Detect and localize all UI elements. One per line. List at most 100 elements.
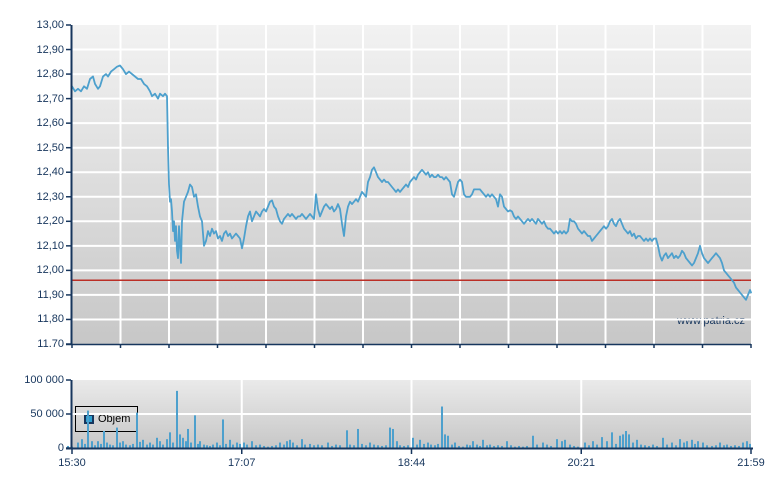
volume-bar xyxy=(187,428,189,448)
time-tick-label: 15:30 xyxy=(58,457,86,469)
volume-bar xyxy=(339,445,341,448)
volume-bar xyxy=(182,437,184,448)
volume-bar xyxy=(327,442,329,448)
volume-bar xyxy=(423,443,425,448)
volume-bar xyxy=(203,444,205,448)
volume-bar xyxy=(373,444,375,448)
price-y-tick-label: 12,70 xyxy=(36,92,64,105)
price-y-tick-label: 12,40 xyxy=(36,166,64,179)
volume-bar xyxy=(185,441,187,448)
volume-bar xyxy=(87,410,89,448)
price-y-tick-label: 11,90 xyxy=(37,288,64,301)
volume-bar xyxy=(636,439,638,448)
volume-bar xyxy=(730,445,732,448)
volume-bar xyxy=(304,444,306,448)
time-tick-label: 20:21 xyxy=(567,457,596,469)
volume-bar xyxy=(132,443,134,448)
volume-bar xyxy=(441,406,443,448)
volume-bar xyxy=(67,445,69,448)
price-y-tick-label: 12,60 xyxy=(36,117,64,130)
volume-bar xyxy=(407,445,409,448)
volume-bar xyxy=(301,439,303,448)
volume-bar xyxy=(723,445,725,448)
time-tick-label: 17:07 xyxy=(227,457,256,469)
volume-bar xyxy=(216,442,218,448)
volume-bar xyxy=(199,441,201,448)
volume-bar xyxy=(349,444,351,448)
volume-bar xyxy=(719,442,721,448)
volume-bar xyxy=(296,445,298,448)
volume-bar xyxy=(166,439,168,448)
volume-bar xyxy=(313,445,315,448)
volume-bar xyxy=(194,415,196,448)
volume-bar xyxy=(622,434,624,448)
volume-bar xyxy=(129,445,131,448)
volume-bar xyxy=(209,445,211,448)
volume-bar xyxy=(447,435,449,448)
volume-bar xyxy=(103,431,105,448)
price-y-tick-label: 12,20 xyxy=(36,215,64,228)
volume-bar xyxy=(392,428,394,448)
volume-bar xyxy=(506,441,508,448)
volume-bar xyxy=(365,445,367,448)
volume-bar xyxy=(106,442,108,448)
volume-bar xyxy=(156,437,158,448)
volume-bar xyxy=(486,445,488,448)
volume-bar xyxy=(679,439,681,448)
volume-bar xyxy=(309,443,311,448)
time-tick-label: 21:59 xyxy=(737,457,765,469)
volume-bar xyxy=(219,445,221,448)
volume-bar xyxy=(550,445,552,448)
volume-bar xyxy=(369,442,371,448)
time-tick-label: 18:44 xyxy=(397,457,426,469)
volume-bar xyxy=(569,444,571,448)
volume-bar xyxy=(734,445,736,448)
volume-bar xyxy=(510,445,512,448)
volume-bar xyxy=(286,441,288,448)
volume-bar xyxy=(125,444,127,448)
volume-bar xyxy=(652,444,654,448)
volume-bar xyxy=(518,445,520,448)
volume-bar xyxy=(279,442,281,448)
volume-bar xyxy=(462,446,464,448)
volume-bar xyxy=(142,439,144,448)
volume-y-tick-label: 100 000 xyxy=(24,374,64,386)
volume-bar xyxy=(271,445,273,448)
volume-bar xyxy=(536,444,538,448)
price-y-tick-label: 12,00 xyxy=(36,264,64,277)
volume-bar xyxy=(706,445,708,448)
volume-bar xyxy=(152,444,154,448)
volume-bar xyxy=(656,445,658,448)
volume-bar xyxy=(501,445,503,448)
volume-bar xyxy=(493,445,495,448)
volume-bar xyxy=(122,441,124,448)
volume-bar xyxy=(275,445,277,448)
volume-bar xyxy=(514,446,516,448)
volume-bar xyxy=(691,439,693,448)
volume-bar xyxy=(403,445,405,448)
volume-bar xyxy=(416,444,418,448)
volume-bar xyxy=(686,441,688,448)
volume-bar xyxy=(427,442,429,448)
volume-bar xyxy=(176,390,178,448)
volume-bar xyxy=(606,441,608,448)
volume-bar xyxy=(267,446,269,448)
volume-bar xyxy=(109,444,111,448)
volume-bar xyxy=(229,439,231,448)
volume-bar xyxy=(644,445,646,448)
volume-bar xyxy=(389,427,391,448)
volume-bar xyxy=(361,443,363,448)
volume-bar xyxy=(212,444,214,448)
volume-bar xyxy=(715,445,717,448)
volume-bar xyxy=(472,441,474,448)
volume-bar xyxy=(458,445,460,448)
volume-bar xyxy=(542,442,544,448)
volume-bar xyxy=(573,445,575,448)
volume-bar xyxy=(726,444,728,448)
volume-bar xyxy=(628,434,630,448)
volume-bar xyxy=(632,442,634,448)
volume-bar xyxy=(197,443,199,448)
volume-bar xyxy=(146,444,148,448)
volume-bar xyxy=(675,445,677,448)
volume-bar xyxy=(584,442,586,448)
